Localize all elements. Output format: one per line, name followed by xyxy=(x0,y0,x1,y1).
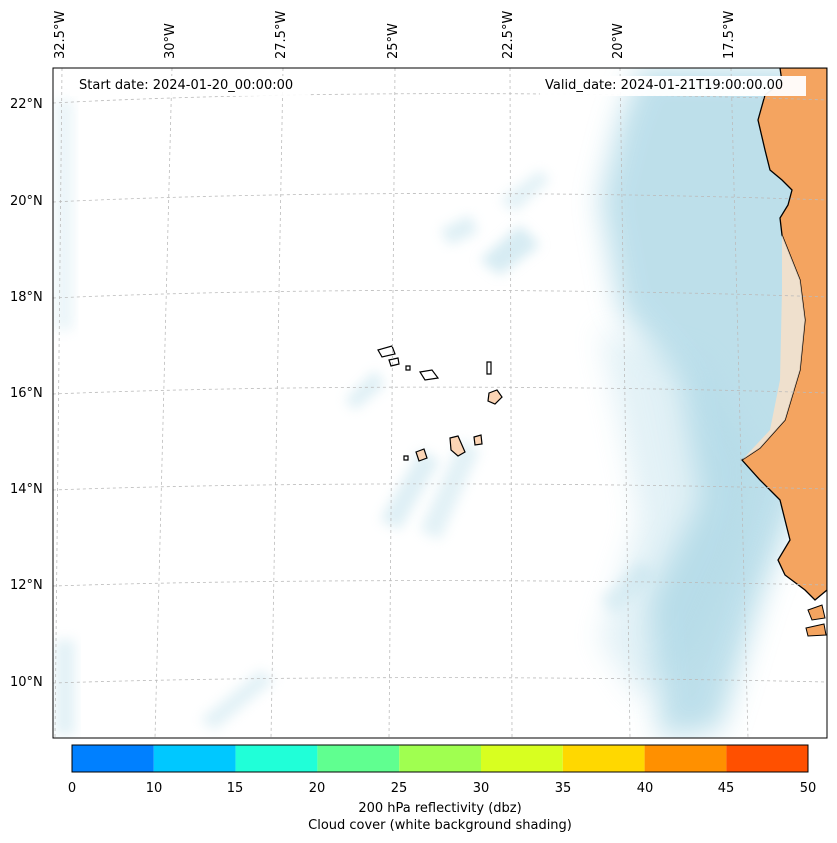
lon-label: 32.5°W xyxy=(53,10,68,59)
colorbar-tick: 50 xyxy=(799,781,817,796)
colorbar-sublabel: Cloud cover (white background shading) xyxy=(308,818,572,833)
colorbar-segment xyxy=(644,745,727,772)
colorbar-tick: 15 xyxy=(226,781,244,796)
lon-label: 22.5°W xyxy=(501,10,516,59)
cloud-cover-shading xyxy=(55,68,827,738)
colorbar-segment xyxy=(481,745,563,772)
lon-label: 30°W xyxy=(163,23,178,59)
start-date-label: Start date: 2024-01-20_00:00:00 xyxy=(79,78,294,93)
lat-label: 20°N xyxy=(10,194,43,209)
lat-label: 10°N xyxy=(10,675,43,690)
colorbar-tick: 20 xyxy=(308,781,326,796)
lon-label: 17.5°W xyxy=(722,10,737,59)
lat-label: 18°N xyxy=(10,290,43,305)
graticule-lines xyxy=(53,68,827,738)
colorbar-segment xyxy=(562,745,645,772)
colorbar-tick: 25 xyxy=(390,781,408,796)
colorbar-tick: 45 xyxy=(717,781,735,796)
colorbar-tick: 40 xyxy=(636,781,654,796)
start-date-box xyxy=(70,76,310,96)
colorbar-tick: 30 xyxy=(472,781,490,796)
lat-label: 16°N xyxy=(10,386,43,401)
cape-verde-islands xyxy=(377,345,503,462)
colorbar-tick: 10 xyxy=(145,781,163,796)
lon-label: 20°W xyxy=(611,23,626,59)
lat-label: 14°N xyxy=(10,482,43,497)
colorbar-segment xyxy=(399,745,481,772)
colorbar-segment xyxy=(235,745,318,772)
valid-date-box xyxy=(540,76,806,96)
africa-landmass xyxy=(741,68,827,637)
colorbar-label: 200 hPa reflectivity (dbz) xyxy=(358,801,522,816)
colorbar xyxy=(71,744,809,773)
colorbar-segment xyxy=(726,745,808,772)
colorbar-tick: 35 xyxy=(554,781,572,796)
colorbar-segment xyxy=(153,745,236,772)
colorbar-segment xyxy=(317,745,400,772)
lat-label: 12°N xyxy=(10,578,43,593)
lon-label: 27.5°W xyxy=(274,10,289,59)
colorbar-tick: 0 xyxy=(67,781,77,796)
colorbar-segment xyxy=(72,745,154,772)
lon-label: 25°W xyxy=(386,23,401,59)
map-frame xyxy=(52,67,828,739)
valid-date-label: Valid_date: 2024-01-21T19:00:00.00 xyxy=(545,78,784,93)
lat-label: 22°N xyxy=(10,97,43,112)
